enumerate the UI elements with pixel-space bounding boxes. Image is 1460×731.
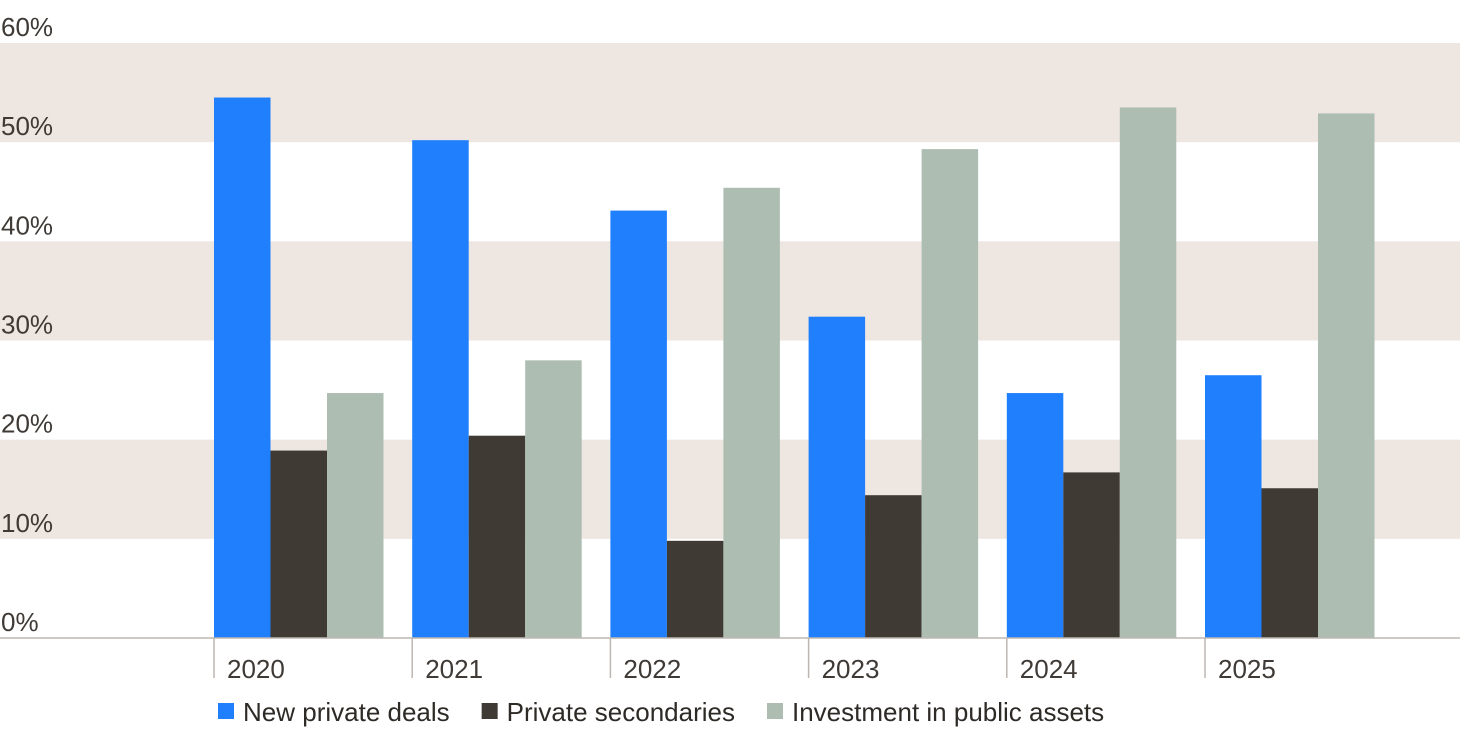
x-tick-label: 2021 bbox=[425, 654, 483, 684]
y-tick-label: 60% bbox=[1, 12, 53, 42]
bar-2023-investment-in-public-assets bbox=[921, 149, 979, 638]
bar-2024-private-secondaries bbox=[1063, 472, 1120, 638]
y-tick-label: 40% bbox=[1, 210, 53, 240]
legend-label: Investment in public assets bbox=[792, 697, 1104, 727]
bar-2020-new-private-deals bbox=[214, 97, 271, 638]
bar-2021-private-secondaries bbox=[468, 435, 526, 638]
bar-2025-private-secondaries bbox=[1261, 488, 1318, 638]
bar-2023-private-secondaries bbox=[865, 495, 922, 638]
bar-2025-investment-in-public-assets bbox=[1318, 113, 1375, 639]
legend-swatch-new-private-deals bbox=[218, 703, 234, 719]
bar-2021-investment-in-public-assets bbox=[525, 360, 582, 638]
legend-swatch-investment-in-public-assets bbox=[767, 703, 783, 719]
y-axis-tick-labels: 0% 10% 20% 30% 40% 50% 60% bbox=[1, 12, 53, 637]
bar-2025-new-private-deals bbox=[1205, 375, 1262, 638]
bar-2022-investment-in-public-assets bbox=[723, 187, 780, 639]
x-tick-label: 2020 bbox=[227, 654, 285, 684]
bars bbox=[214, 97, 1375, 639]
x-tick-label: 2022 bbox=[623, 654, 681, 684]
y-tick-label: 10% bbox=[1, 508, 53, 538]
bar-2022-private-secondaries bbox=[666, 540, 724, 638]
legend: New private deals Private secondaries Inve… bbox=[218, 697, 1104, 727]
x-axis-tick-labels: 2020 2021 2022 2023 2024 2025 bbox=[213, 638, 1276, 684]
x-tick-label: 2024 bbox=[1020, 654, 1078, 684]
bar-2024-investment-in-public-assets bbox=[1119, 107, 1177, 639]
y-tick-label: 20% bbox=[1, 409, 53, 439]
legend-swatch-private-secondaries bbox=[481, 703, 498, 719]
legend-label: New private deals bbox=[243, 697, 450, 727]
bar-2021-new-private-deals bbox=[412, 140, 469, 638]
bar-2022-new-private-deals bbox=[610, 210, 667, 638]
y-tick-label: 50% bbox=[1, 111, 53, 141]
bar-2023-new-private-deals bbox=[808, 316, 866, 638]
y-tick-label: 30% bbox=[1, 310, 53, 340]
x-tick-label: 2023 bbox=[822, 654, 880, 684]
bar-2020-private-secondaries bbox=[270, 450, 327, 638]
legend-label: Private secondaries bbox=[507, 697, 735, 727]
bar-2020-investment-in-public-assets bbox=[327, 393, 384, 638]
x-tick-label: 2025 bbox=[1218, 654, 1276, 684]
y-tick-label: 0% bbox=[1, 607, 39, 637]
bar-2024-new-private-deals bbox=[1006, 393, 1064, 638]
